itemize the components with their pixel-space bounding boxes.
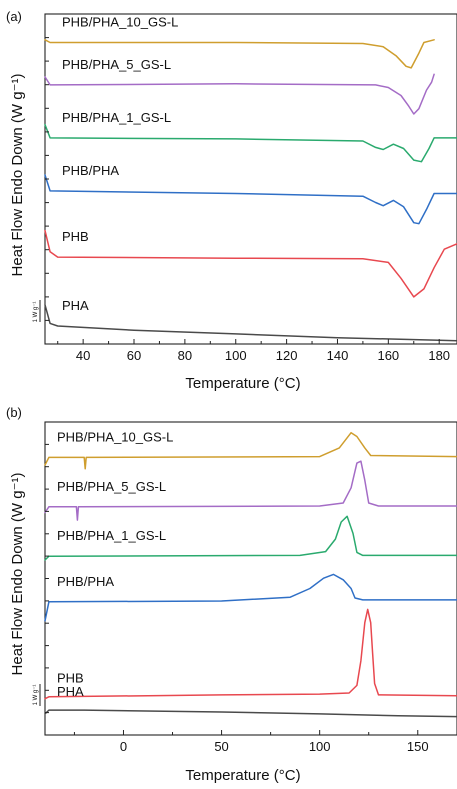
series-line-phb-pha-a (44, 174, 457, 225)
y-axis-title-b: Heat Flow Endo Down (W g⁻¹) (9, 473, 26, 676)
series-label-phb-pha-10-gs-l-b: PHB/PHA_10_GS-L (57, 429, 173, 444)
chart-panel-a: (a) Heat Flow Endo Down (W g⁻¹) PHAPHBPH… (6, 9, 457, 392)
series-line-phb-b (44, 608, 457, 700)
series-label-phb-pha-b: PHB/PHA (57, 574, 114, 589)
series-label-phb-pha-5-gs-l-b: PHB/PHA_5_GS-L (57, 479, 166, 494)
series-label-phb-b: PHB (57, 671, 84, 686)
series-line-phb-pha-1-gs-l-a (44, 123, 457, 163)
series-line-phb-a (44, 229, 457, 298)
scale-bar-label-b: 1 W g⁻¹ (33, 685, 39, 706)
series-line-phb-pha-10-gs-l-a (44, 39, 435, 69)
series-label-pha-b: PHA (57, 684, 84, 699)
x-tick-label-180-a: 180 (428, 348, 450, 363)
series-label-phb-pha-a: PHB/PHA (62, 163, 119, 178)
x-tick-label-120-a: 120 (276, 348, 298, 363)
series-group-b (44, 431, 457, 718)
x-tick-label-40-a: 40 (76, 348, 90, 363)
series-line-phb-pha-b (44, 573, 457, 622)
x-tick-label-50-b: 50 (214, 739, 228, 754)
series-label-pha-a: PHA (62, 298, 89, 313)
x-axis-title-b: Temperature (°C) (185, 767, 300, 784)
x-tick-label-100-a: 100 (225, 348, 247, 363)
series-label-phb-a: PHB (62, 229, 89, 244)
series-label-phb-pha-1-gs-l-b: PHB/PHA_1_GS-L (57, 528, 166, 543)
series-label-phb-pha-10-gs-l-a: PHB/PHA_10_GS-L (62, 15, 178, 30)
y-axis-ticks-b (45, 443, 49, 714)
series-labels-a: PHA PHB PHB/PHA PHB/PHA_1_GS-L PHB/PHA_5_GS-… (62, 15, 178, 314)
series-line-phb-pha-10-gs-l-b (44, 431, 457, 470)
panel-label-a: (a) (6, 9, 22, 24)
series-line-phb-pha-5-gs-l-a (44, 73, 435, 115)
chart-panel-b: (b) Heat Flow Endo Down (W g⁻¹) PHAPHBPH… (6, 405, 457, 784)
scale-bar-a: 1 W g⁻¹ (33, 300, 41, 323)
x-axis-title-a: Temperature (°C) (185, 375, 300, 392)
y-axis-ticks-a (45, 37, 49, 321)
series-group-a (44, 39, 457, 342)
x-axis-ticks-b: 0 50 100 150 (73, 730, 429, 754)
x-tick-label-150-b: 150 (407, 739, 429, 754)
x-tick-label-160-a: 160 (377, 348, 399, 363)
series-line-pha-b (44, 709, 457, 718)
scale-bar-label-a: 1 W g⁻¹ (33, 302, 39, 323)
x-axis-ticks-a: 40 60 80 100 120 140 160 180 (57, 339, 450, 363)
panel-label-b: (b) (6, 405, 22, 420)
x-tick-label-0-b: 0 (120, 739, 127, 754)
series-label-phb-pha-1-gs-l-a: PHB/PHA_1_GS-L (62, 110, 171, 125)
x-tick-label-60-a: 60 (127, 348, 141, 363)
series-line-phb-pha-5-gs-l-b (44, 460, 457, 521)
series-line-phb-pha-1-gs-l-b (44, 515, 457, 561)
y-axis-title-a: Heat Flow Endo Down (W g⁻¹) (9, 74, 26, 277)
x-tick-label-100-b: 100 (309, 739, 331, 754)
series-label-phb-pha-5-gs-l-a: PHB/PHA_5_GS-L (62, 57, 171, 72)
x-tick-label-140-a: 140 (327, 348, 349, 363)
scale-bar-b: 1 W g⁻¹ (33, 684, 41, 706)
x-tick-label-80-a: 80 (178, 348, 192, 363)
series-line-pha-a (44, 304, 457, 342)
